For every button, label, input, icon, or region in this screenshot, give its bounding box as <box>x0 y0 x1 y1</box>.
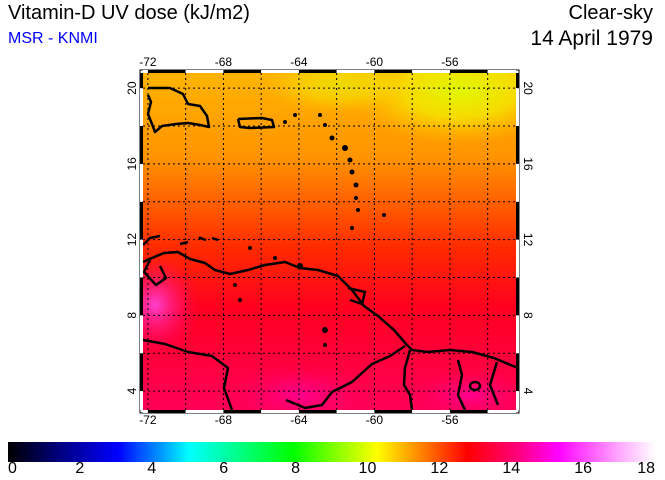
map-date: 14 April 1979 <box>530 27 653 50</box>
lon-tick-label: -68 <box>215 413 233 427</box>
lat-tick-label: 12 <box>125 233 139 247</box>
colorbar-label: 10 <box>358 460 377 477</box>
frame-bar <box>140 277 143 316</box>
colorbar-label: 0 <box>8 460 17 477</box>
lat-tick-label: 16 <box>521 157 535 171</box>
frame-bar <box>516 315 519 354</box>
frame-bar <box>140 315 143 354</box>
border-fg <box>488 361 500 406</box>
colombia-coast <box>143 338 234 410</box>
frame-bar <box>516 391 519 410</box>
lat-tick-label: 4 <box>125 387 139 394</box>
frame-bar <box>516 201 519 240</box>
frame-bar <box>449 70 488 73</box>
source-label: MSR - KNMI <box>8 30 98 47</box>
frame-bar <box>185 410 224 413</box>
lon-tick-label: -60 <box>366 55 384 69</box>
frame-bar <box>336 410 375 413</box>
frame-bar <box>336 70 375 73</box>
lat-tick-label: 12 <box>521 233 535 247</box>
lon-tick-label: -68 <box>215 55 233 69</box>
lat-tick-label: 16 <box>125 157 139 171</box>
lake <box>468 380 482 392</box>
lon-tick-label: -60 <box>366 413 384 427</box>
frame-bar <box>223 410 262 413</box>
frame-bar <box>516 163 519 202</box>
frame-bar <box>412 410 450 413</box>
sky-condition: Clear-sky <box>568 2 653 24</box>
frame-bar <box>223 70 262 73</box>
lat-tick-label: 20 <box>125 81 139 95</box>
frame-bar <box>374 410 413 413</box>
lat-tick-label: 8 <box>125 312 139 319</box>
colorbar-label: 8 <box>291 460 300 477</box>
frame-bar <box>412 70 450 73</box>
frame-bar <box>487 410 516 413</box>
lon-tick-label: -72 <box>139 55 157 69</box>
border-guyana <box>402 349 414 410</box>
colorbar-label: 2 <box>75 460 85 477</box>
frame-bar <box>298 70 337 73</box>
colorbar <box>8 442 655 462</box>
colorbar-label: 16 <box>574 460 593 477</box>
lat-tick-label: 20 <box>521 81 535 95</box>
frame-bar <box>147 70 186 73</box>
frame-bar <box>374 70 413 73</box>
lat-tick-label: 4 <box>521 388 535 395</box>
frame-bar <box>140 126 143 164</box>
frame-bar <box>147 410 186 413</box>
frame-bar <box>449 410 488 413</box>
frame-bar <box>143 70 148 73</box>
lat-tick-label: 8 <box>521 312 535 319</box>
hispaniola <box>146 86 211 134</box>
frame-bar <box>140 201 143 240</box>
trinidad <box>347 286 367 306</box>
frame-bar <box>185 70 224 73</box>
lon-tick-label: -64 <box>290 55 308 69</box>
frame-bar <box>516 73 519 89</box>
lon-tick-label: -56 <box>441 413 459 427</box>
frame-bar <box>516 126 519 164</box>
graticule <box>143 73 516 410</box>
colorbar-label: 18 <box>637 460 655 477</box>
frame-bar <box>516 277 519 316</box>
puerto-rico <box>236 116 276 130</box>
colorbar-label: 6 <box>219 460 229 477</box>
lon-tick-label: -64 <box>290 413 308 427</box>
frame-bar <box>140 391 143 410</box>
map-frame <box>139 69 520 414</box>
coastlines <box>143 86 516 410</box>
colorbar-label: 4 <box>147 460 157 477</box>
frame-bar <box>516 239 519 278</box>
frame-bar <box>516 88 519 127</box>
frame-bar <box>298 410 337 413</box>
frame-bar <box>516 353 519 392</box>
colorbar-label: 12 <box>430 460 449 477</box>
frame-bar <box>261 70 299 73</box>
frame-bar <box>261 410 299 413</box>
frame-bar <box>140 88 143 127</box>
colorbar-label: 14 <box>502 460 521 477</box>
border-south <box>285 344 406 410</box>
frame-bar <box>140 239 143 278</box>
border-suriname <box>456 359 467 410</box>
maracaibo <box>143 259 168 287</box>
uv-dose-map: -72 -72 -68 -68 -64 -64 -60 -60 -56 -56 20 20 16 16 12… <box>125 55 535 427</box>
frame-bar <box>140 163 143 202</box>
frame-bar <box>487 70 516 73</box>
lon-tick-label: -56 <box>441 55 459 69</box>
frame-bar <box>140 73 143 89</box>
frame-bar <box>140 353 143 392</box>
frame-bar <box>143 410 148 413</box>
lesser-antilles <box>198 113 386 347</box>
map-title: Vitamin-D UV dose (kJ/m2) <box>8 2 250 24</box>
venezuela-coast <box>143 250 516 369</box>
abc-islands <box>179 240 189 246</box>
lon-tick-label: -72 <box>139 413 157 427</box>
